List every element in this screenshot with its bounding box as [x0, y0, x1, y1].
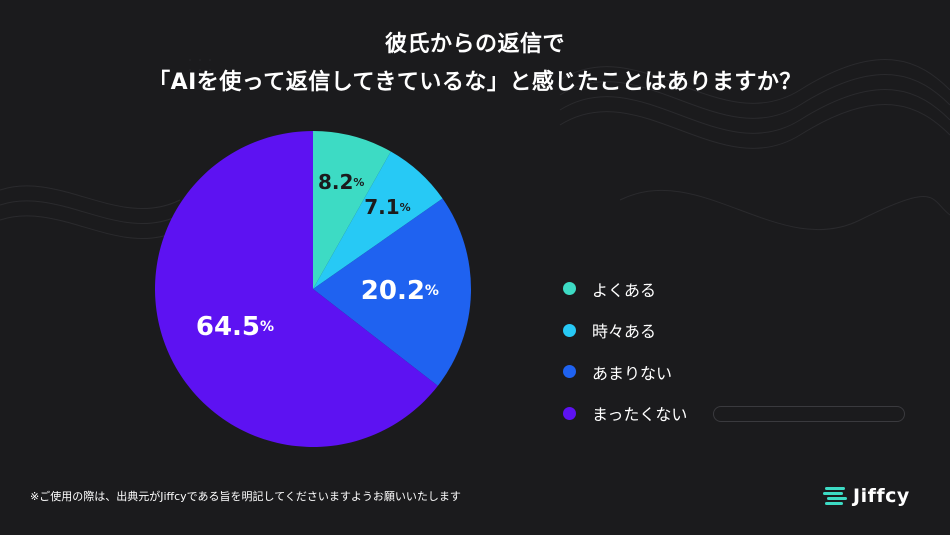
data-label-sometimes: 7.1%: [364, 195, 410, 219]
chart-title: 彼氏からの返信で 「AIを使って返信してきているな」と感じたことはありますか？: [0, 26, 950, 102]
brand-name: Jiffcy: [853, 485, 910, 507]
footnote: ※ご使用の際は、出典元がJiffcyである旨を明記してくださいますようお願いいた…: [30, 490, 461, 503]
jiffcy-stripes-icon: [823, 487, 847, 505]
pie-slice-never: [155, 131, 438, 447]
legend-item-never: まったくない: [563, 393, 913, 435]
legend-decor-line: [713, 405, 905, 422]
data-label-rarely: 20.2%: [361, 276, 439, 306]
brand-logo: Jiffcy: [823, 485, 910, 507]
legend-item-sometimes: 時々ある: [563, 310, 913, 352]
pie-slice-sometimes: [313, 151, 443, 289]
legend-label-often: よくある: [592, 280, 657, 300]
legend-label-sometimes: 時々ある: [592, 322, 657, 342]
legend-dot-rarely: [563, 365, 576, 379]
legend-dot-sometimes: [563, 323, 576, 337]
chart-title-line-2: 「AIを使って返信してきているな」と感じたことはありますか？: [148, 70, 802, 95]
legend-item-rarely: あまりない: [563, 351, 913, 393]
legend-dot-never: [563, 406, 576, 420]
legend: よくある 時々ある あまりない まったくない: [563, 268, 913, 434]
data-label-never: 64.5%: [196, 312, 274, 342]
pie-slice-rarely: [313, 198, 471, 386]
legend-item-often: よくある: [563, 268, 913, 310]
chart-title-line-1: 彼氏からの返信で: [384, 32, 565, 57]
legend-dot-often: [563, 282, 576, 296]
pie-slice-often: [313, 131, 391, 289]
data-label-often: 8.2%: [318, 170, 364, 194]
legend-label-rarely: あまりない: [592, 363, 673, 383]
legend-label-never: まったくない: [592, 405, 688, 425]
